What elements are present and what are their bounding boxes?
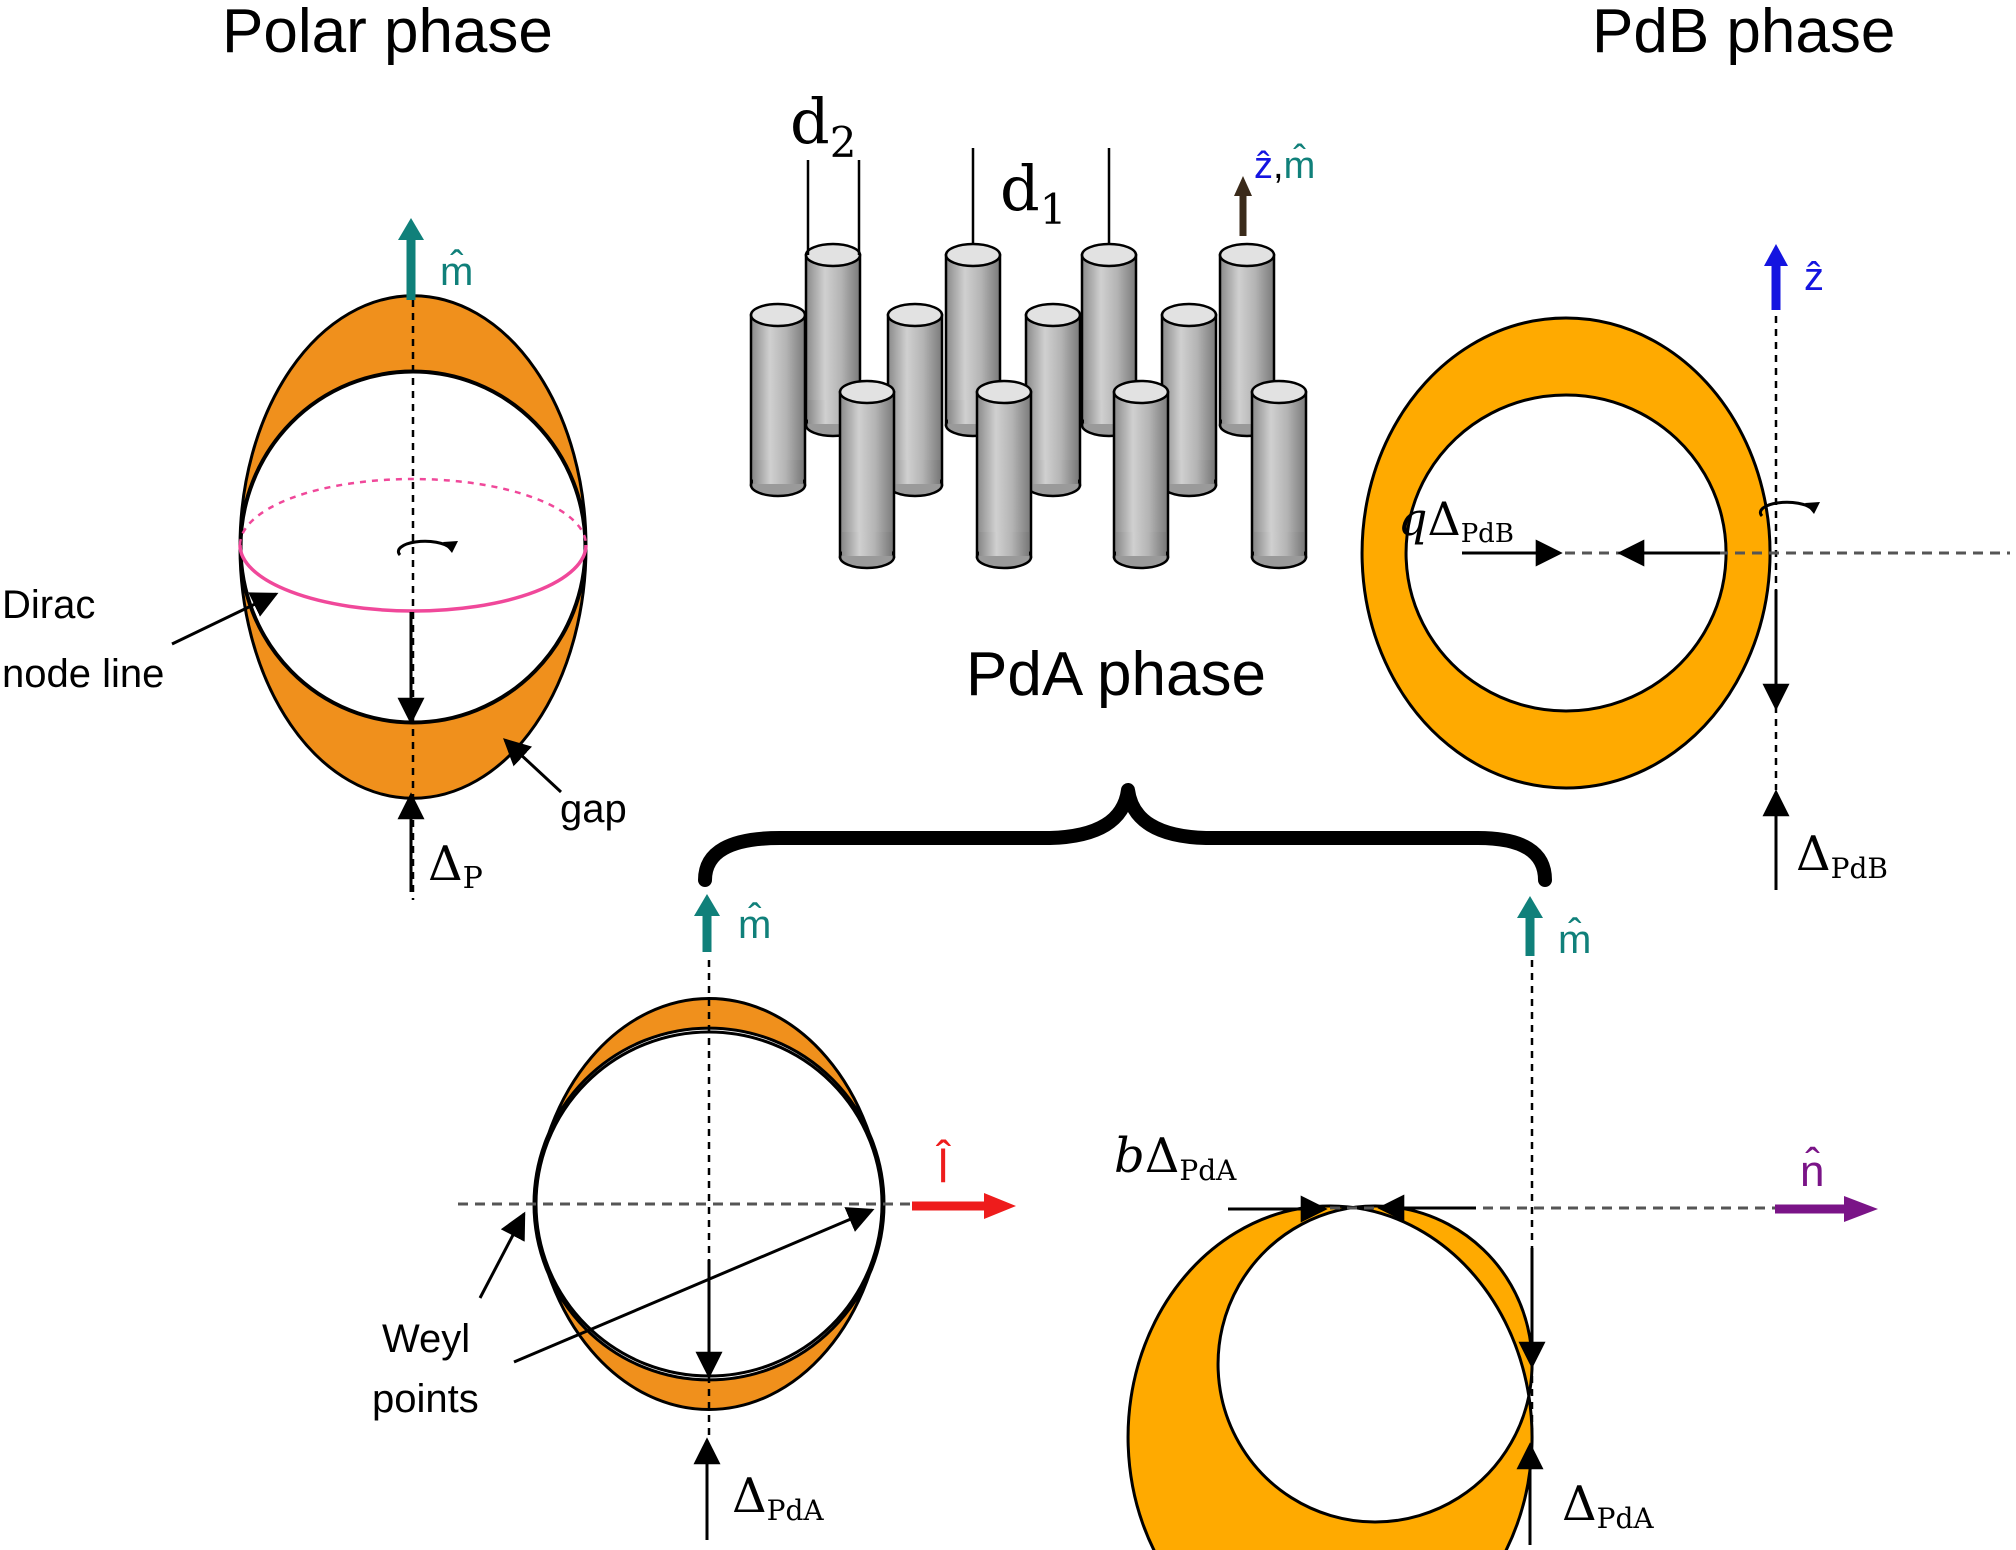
pda-left-weyl-pointer-2 — [513, 1207, 875, 1364]
polar-gap-pointer — [503, 738, 563, 794]
cylinder — [749, 302, 807, 498]
pda-right-b-label: bΔPdA — [1114, 1128, 1237, 1187]
cylinder — [975, 379, 1033, 570]
pda-brace — [698, 783, 1552, 887]
polar-rotation-arrowhead — [443, 541, 458, 553]
pda-left-weyl-label-line1: Weyl — [382, 1317, 470, 1361]
pda-left-weyl-label-line2: points — [372, 1377, 479, 1421]
lattice-zm-arrowhead — [1234, 176, 1252, 196]
cylinder — [886, 302, 944, 498]
pdb-rotation-icon — [1758, 500, 1814, 518]
polar-node-line-back — [238, 477, 588, 546]
pda-left-weyl-pointer-1 — [478, 1211, 526, 1299]
pda-right-n-arrowhead — [1844, 1196, 1878, 1222]
pdb-gap-ring — [1360, 316, 1772, 790]
polar-gap-diagram: m̂ ΔP Dirac node line gap — [2, 218, 627, 900]
polar-dirac-label-line2: node line — [2, 652, 164, 696]
title-pdb-phase: PdB phase — [1592, 0, 1895, 66]
pdb-q-label: qΔPdB — [1398, 492, 1514, 549]
cylinder — [838, 379, 896, 570]
pda-right-m-label: m̂ — [1558, 916, 1591, 962]
d2-label: d2 — [790, 85, 856, 167]
pda-right-n-label: n̂ — [1800, 1146, 1824, 1196]
pdb-z-label: ẑ — [1804, 255, 1824, 299]
title-pda-phase: PdA phase — [966, 640, 1266, 709]
polar-m-label: m̂ — [440, 248, 473, 294]
pda-right-m-arrowhead — [1517, 896, 1543, 918]
polar-rotation-icon — [396, 539, 452, 557]
pdb-gap-diagram: ẑ qΔPdB ΔPdB — [1360, 244, 2010, 890]
polar-m-arrowhead — [398, 218, 424, 240]
pda-left-l-label: l̂ — [935, 1139, 951, 1192]
pda-right-delta-label: ΔPdA — [1562, 1476, 1654, 1535]
cylinder-lattice: d2 d1 ẑ,m̂ — [749, 85, 1315, 570]
pda-left-m-label: m̂ — [738, 901, 771, 947]
pda-right-gap-diagram: m̂ n̂ bΔPdA ΔPdA — [1114, 896, 1878, 1550]
cylinder — [1112, 379, 1170, 570]
pdb-delta-label: ΔPdB — [1796, 826, 1888, 885]
pda-left-delta-label: ΔPdA — [732, 1468, 824, 1527]
pda-left-gap-diagram: m̂ l̂ ΔPdA Weyl points — [372, 894, 1016, 1540]
polar-delta-label: ΔP — [428, 836, 483, 896]
polar-node-line-front — [238, 544, 588, 613]
cylinder — [1160, 302, 1218, 498]
d1-label: d1 — [1000, 152, 1066, 234]
pdb-rotation-arrowhead — [1805, 502, 1820, 514]
pda-left-l-arrowhead — [984, 1193, 1016, 1219]
pda-left-m-arrowhead — [694, 894, 720, 916]
cylinder — [1080, 242, 1138, 438]
pda-right-gap-ring — [1126, 1204, 1534, 1550]
pdb-z-arrowhead — [1764, 244, 1788, 266]
title-polar-phase: Polar phase — [222, 0, 553, 66]
polar-dirac-pointer — [171, 592, 279, 646]
polar-dirac-label-line1: Dirac — [2, 583, 95, 627]
cylinder — [1024, 302, 1082, 498]
cylinder — [1250, 379, 1308, 570]
lattice-zm-label: ẑ,m̂ — [1254, 143, 1315, 187]
polar-gap-label: gap — [560, 787, 627, 831]
